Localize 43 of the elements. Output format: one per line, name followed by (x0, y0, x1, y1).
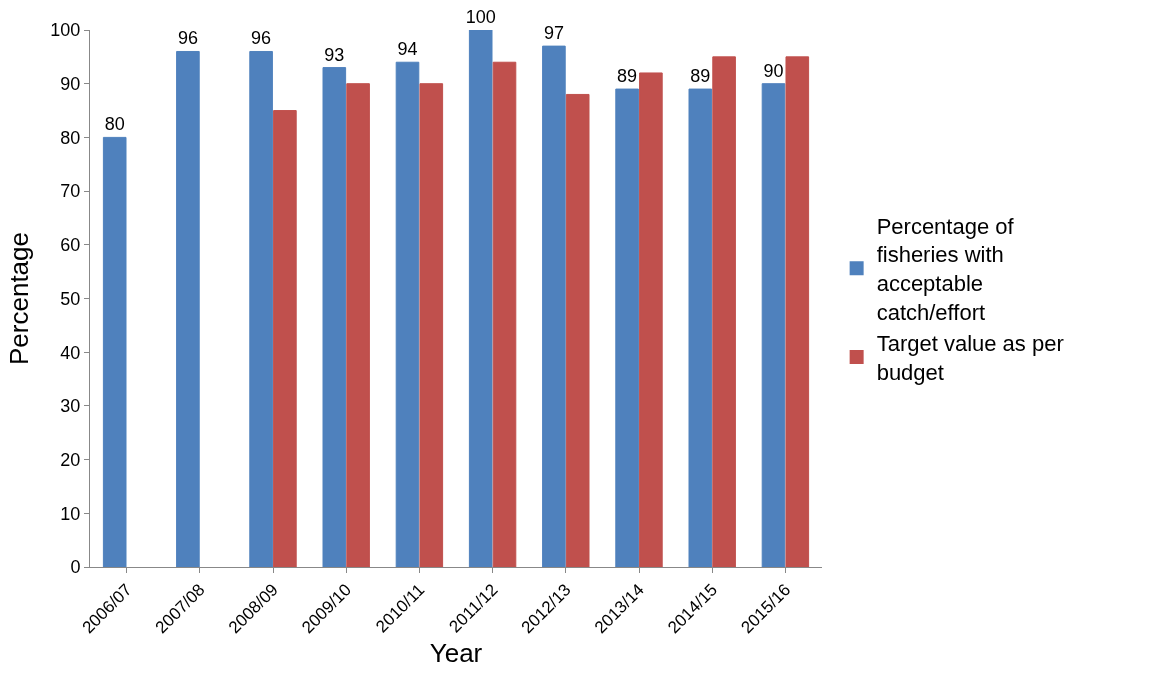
bar (176, 50, 200, 567)
legend-label: Target value as per budget (876, 331, 1064, 385)
data-label: 89 (690, 66, 711, 87)
y-tick-label: 90 (60, 74, 81, 94)
y-tick-label: 30 (60, 396, 81, 417)
bar (273, 110, 297, 567)
y-tick-label: 40 (60, 342, 81, 363)
y-tick-label: 70 (60, 181, 81, 202)
y-tick-label: 60 (60, 235, 81, 256)
y-axis-title: Percentage (4, 232, 34, 365)
bar (395, 61, 420, 567)
y-tick-label: 80 (60, 127, 81, 148)
data-label: 80 (104, 114, 125, 135)
data-label: 89 (617, 66, 638, 87)
data-label: 93 (324, 44, 345, 65)
bar (346, 83, 370, 567)
data-label: 96 (251, 28, 272, 49)
data-label: 97 (543, 23, 564, 44)
bar (542, 45, 566, 567)
bar (249, 50, 273, 567)
bar (639, 72, 663, 567)
bar (102, 136, 127, 567)
y-tick-label: 50 (60, 288, 81, 309)
data-label: 100 (465, 7, 496, 27)
bar (468, 30, 493, 567)
bar (761, 83, 786, 567)
bar (712, 56, 736, 567)
bar (688, 88, 713, 567)
data-label: 90 (763, 60, 784, 81)
bar (322, 67, 347, 567)
bar (419, 83, 444, 567)
data-label: 94 (397, 39, 418, 60)
bar (785, 56, 810, 567)
bar (565, 93, 590, 567)
bar (615, 88, 639, 567)
x-axis-title: Year (429, 638, 483, 669)
y-tick-label: 0 (70, 557, 81, 578)
bar (492, 61, 517, 567)
y-tick-label: 10 (60, 503, 81, 524)
y-tick-label: 20 (60, 449, 81, 470)
data-label: 96 (177, 28, 198, 49)
legend-label: Percentage of fisheries with acceptable catch/effort (876, 213, 1015, 325)
y-tick-label: 100 (50, 20, 81, 41)
